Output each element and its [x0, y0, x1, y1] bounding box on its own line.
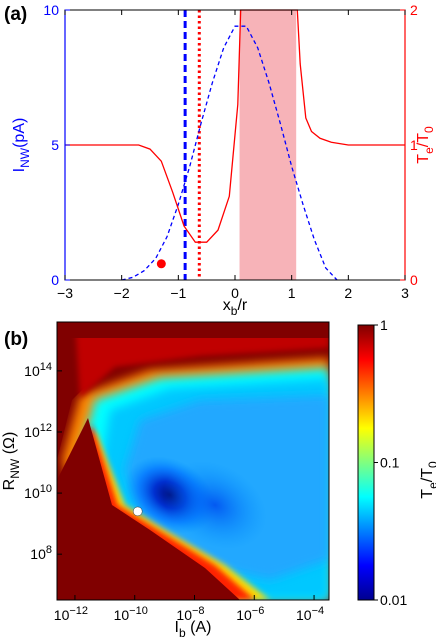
x-tick-label: 10−8: [176, 605, 204, 623]
shaded-band: [239, 10, 297, 280]
y-tick-label: 108: [30, 544, 52, 562]
x-tick-label: 10−6: [236, 605, 264, 623]
panel-b: (b) 10−12 10−10 10−8 10−6 10−4 1081010101210…: [1, 317, 436, 640]
heatmap-x-ticks: 10−12 10−10 10−8 10−6 10−4: [54, 595, 324, 623]
colorbar-tick-label: 0.01: [380, 592, 407, 608]
x-tick-label: −1: [170, 285, 186, 301]
heatmap-y-label: RNW (Ω): [1, 432, 22, 491]
y-tick-label: 1014: [24, 361, 52, 379]
y-tick-label: 1010: [24, 483, 52, 501]
right-axis-ticks: 0 1 2: [400, 2, 418, 288]
left-axis-ticks: 0 5 10: [43, 2, 70, 288]
left-y-axis-label: INW(pA): [11, 118, 32, 173]
right-tick-label: 1: [410, 137, 418, 153]
panel-a-label: (a): [4, 4, 27, 25]
x-tick-label: 0: [231, 285, 239, 301]
heatmap-image: [57, 322, 329, 600]
heatmap-y-ticks: 108 1010 1012 1014: [24, 361, 62, 562]
right-tick-label: 2: [410, 2, 418, 18]
temperature-series-line: [65, 9, 405, 243]
x-tick-label: 10−10: [114, 605, 148, 623]
x-axis-ticks: −3 −2 −1 0 1 2 3: [57, 10, 409, 301]
point-marker: [156, 259, 166, 269]
panel-b-label: (b): [4, 329, 28, 350]
white-dot: [132, 506, 143, 517]
shaded-region: [239, 10, 297, 280]
left-tick-label: 5: [51, 137, 59, 153]
heatmap-x-label: Ib (A): [175, 619, 212, 640]
colorbar: [358, 325, 374, 600]
x-tick-label: 10−4: [296, 605, 324, 623]
line-series: [65, 9, 405, 281]
colorbar-label: Te/T0: [419, 461, 436, 499]
x-tick-label: 10−12: [54, 605, 88, 623]
left-tick-label: 0: [51, 272, 59, 288]
vertical-markers: [183, 10, 201, 280]
x-tick-label: −2: [114, 285, 130, 301]
heatmap-frame: [56, 321, 330, 601]
x-tick-label: −3: [57, 285, 73, 301]
left-tick-label: 10: [43, 2, 59, 18]
right-y-axis-label: Te/T0: [415, 126, 436, 164]
x-tick-label: 3: [401, 285, 409, 301]
x-tick-label: 1: [288, 285, 296, 301]
y-tick-label: 1012: [24, 422, 52, 440]
colorbar-tick-label: 0.1: [380, 455, 400, 471]
current-series-line: [121, 25, 338, 281]
heatmap-marker: [132, 506, 143, 517]
x-tick-label: 2: [344, 285, 352, 301]
panel-a: (a) −3 −2 −1 0 1 2 3 0 5 10 0 1 2 xb/r INW(pA) Te/…: [4, 2, 436, 318]
red-dot: [156, 259, 166, 269]
colorbar-tick-label: 1: [380, 317, 388, 333]
colorbar-ticks: 0.01 0.1 1: [374, 317, 407, 608]
right-tick-label: 0: [410, 272, 418, 288]
x-axis-label: xb/r: [223, 297, 248, 318]
